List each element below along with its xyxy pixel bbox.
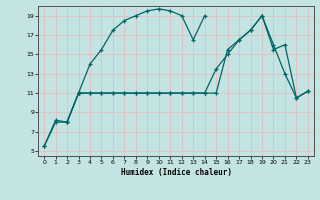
X-axis label: Humidex (Indice chaleur): Humidex (Indice chaleur) bbox=[121, 168, 231, 177]
